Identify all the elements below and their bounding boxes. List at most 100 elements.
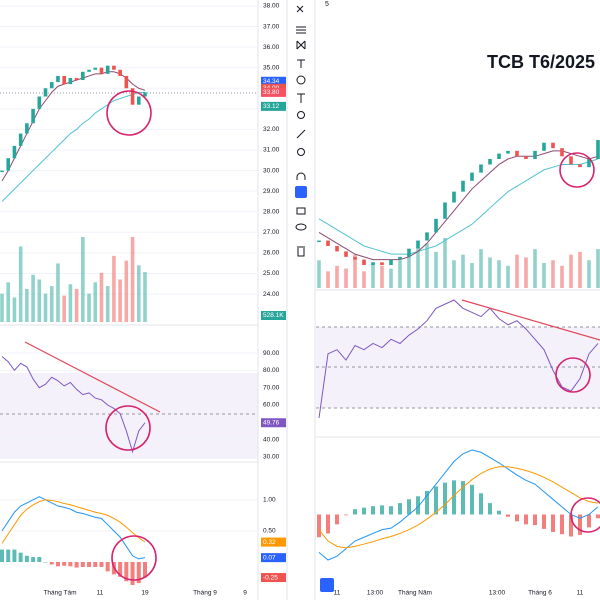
price-badge	[261, 537, 286, 547]
signal-line	[1, 499, 146, 544]
candle	[551, 142, 555, 149]
favorite-button[interactable]	[320, 578, 334, 592]
histogram-bar	[533, 514, 537, 526]
candle	[335, 245, 339, 252]
histogram-bar	[18, 552, 23, 562]
histogram-bar	[62, 561, 67, 566]
histogram-bar	[362, 507, 366, 515]
interval[interactable]: 5	[325, 1, 329, 8]
y-tick-label: 0.50	[263, 528, 276, 535]
ruler-tool[interactable]	[296, 129, 306, 139]
y-tick-label: 30.00	[263, 454, 280, 461]
volume-bar	[25, 288, 29, 322]
histogram-bar	[80, 561, 85, 567]
candle	[112, 65, 116, 70]
histogram-bar	[470, 484, 474, 515]
volume-bar	[344, 268, 348, 288]
histogram-bar	[542, 514, 546, 529]
histogram-bar	[68, 561, 73, 567]
volume-bar	[560, 265, 564, 288]
histogram-bar	[371, 506, 375, 515]
ma-slow	[1, 91, 145, 202]
y-tick-label: 29.00	[263, 188, 280, 195]
volume-bar	[18, 246, 23, 322]
candle	[569, 156, 573, 165]
pattern-tool[interactable]	[297, 59, 305, 68]
magnet-tool[interactable]	[296, 172, 306, 180]
histogram-bar	[49, 561, 54, 565]
candle	[524, 156, 528, 160]
histogram-bar	[425, 490, 429, 515]
histogram-bar	[99, 561, 104, 567]
histogram-bar	[93, 561, 98, 567]
volume-bar	[43, 293, 48, 322]
volume-bar	[461, 254, 465, 288]
cross-tool[interactable]	[296, 5, 304, 13]
x-tick-label: Tháng Tám	[43, 590, 76, 597]
lines-tool[interactable]	[296, 26, 306, 34]
volume-bar	[99, 272, 104, 322]
histogram-bar	[118, 561, 123, 577]
x-tick-label: 11	[334, 590, 341, 597]
rsi-line	[1, 356, 146, 454]
eye-tool[interactable]	[295, 223, 307, 231]
candle	[596, 140, 600, 160]
x-tick-label: 11	[97, 590, 104, 597]
active-tool[interactable]	[295, 186, 307, 198]
volume-bar	[371, 263, 375, 288]
histogram-bar	[380, 505, 384, 515]
volume-bar	[74, 288, 79, 322]
lock-tool[interactable]	[296, 207, 306, 215]
text-tool[interactable]	[297, 93, 305, 103]
volume-bar	[398, 260, 402, 288]
y-tick-label: 24.00	[263, 291, 280, 298]
rsi-band	[0, 373, 258, 459]
volume-bar	[31, 274, 35, 322]
histogram-bar	[317, 514, 321, 538]
x-tick-label: 11	[577, 590, 584, 597]
trend-line	[461, 299, 600, 341]
price-badge	[261, 573, 286, 583]
histogram-bar	[416, 496, 420, 515]
price-badge	[261, 76, 286, 86]
histogram-bar	[560, 514, 564, 535]
volume-bar	[425, 243, 429, 288]
y-tick-label: 70.00	[263, 384, 280, 391]
emoji-tool[interactable]	[297, 111, 305, 119]
volume-bar	[587, 260, 591, 288]
candle	[56, 75, 60, 83]
macd-line	[318, 449, 599, 561]
volume-bar	[569, 254, 573, 288]
y-tick-label: 35.00	[263, 64, 280, 71]
volume-bar	[533, 249, 537, 288]
volume-bar	[479, 249, 483, 288]
y-tick-label: 32.00	[263, 126, 280, 133]
histogram-bar	[551, 514, 555, 532]
x-tick-label: 13:00	[489, 590, 506, 597]
candle	[479, 164, 483, 173]
candle	[25, 123, 29, 134]
candle	[0, 170, 4, 173]
trash-tool[interactable]	[297, 246, 305, 257]
candle	[93, 67, 98, 70]
candle	[81, 71, 85, 81]
volume-bar	[335, 265, 339, 288]
candle	[62, 75, 66, 85]
y-tick-label: 26.00	[263, 250, 280, 257]
volume-bar	[93, 282, 98, 322]
shape-tool[interactable]	[296, 75, 306, 85]
volume-bar	[12, 297, 17, 322]
histogram-bar	[443, 482, 447, 515]
histogram-bar	[596, 514, 600, 519]
zoom-tool[interactable]	[297, 148, 305, 156]
volume-bar	[81, 237, 85, 322]
candle	[488, 159, 492, 165]
histogram-bar	[143, 561, 147, 578]
volume-bar	[130, 237, 135, 322]
y-tick-label: 38.00	[263, 3, 280, 10]
y-tick-label: 80.00	[263, 367, 280, 374]
volume-bar	[380, 265, 384, 288]
candle	[99, 67, 104, 74]
histogram-bar	[37, 557, 42, 562]
fib-tool[interactable]	[296, 40, 306, 50]
